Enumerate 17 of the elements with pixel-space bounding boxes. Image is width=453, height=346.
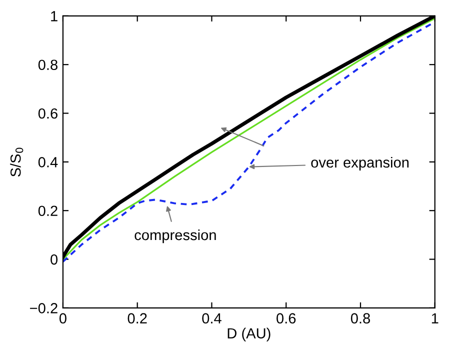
- annotation: compression: [134, 229, 216, 244]
- y-tick-label: 0: [50, 254, 58, 265]
- y-tick-label: 0.6: [38, 108, 58, 119]
- x-tick-label: 0.8: [350, 313, 370, 324]
- y-tick-label: 1: [51, 11, 58, 22]
- y-tick-label: −0.2: [30, 303, 58, 314]
- x-tick-label: 0.2: [128, 313, 147, 324]
- y-axis-title: S/S$_{0}$: [10, 148, 24, 177]
- y-tick-label: 0.2: [38, 206, 58, 216]
- y-tick-label: 0.4: [38, 157, 58, 168]
- x-tick-label: 0.4: [202, 313, 222, 324]
- annotation: over expansion: [311, 156, 409, 171]
- x-tick-label: 1: [432, 313, 438, 324]
- x-tick-label: 0.6: [276, 313, 296, 324]
- y-tick-label: 0.8: [38, 60, 58, 70]
- x-tick-label: 0: [59, 313, 66, 324]
- x-axis-title: D (AU): [228, 328, 270, 342]
